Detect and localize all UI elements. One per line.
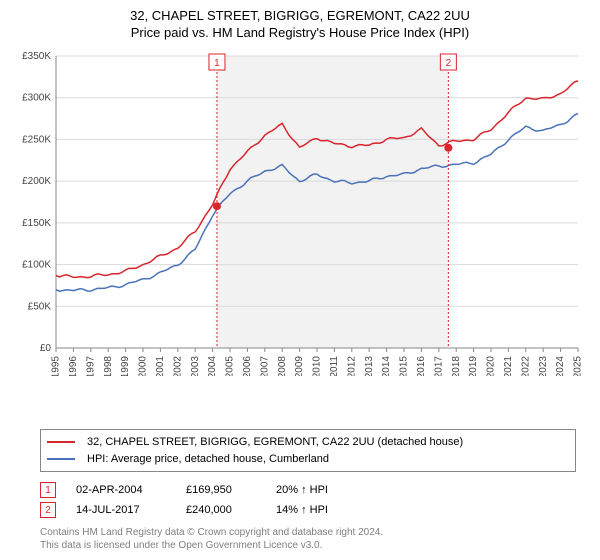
y-tick-label: £250K bbox=[22, 134, 51, 145]
txn-datapoint bbox=[213, 202, 221, 210]
x-tick-label: 2022 bbox=[520, 356, 531, 376]
x-tick-label: 2016 bbox=[416, 356, 427, 376]
title-block: 32, CHAPEL STREET, BIGRIGG, EGREMONT, CA… bbox=[10, 8, 590, 40]
y-tick-label: £150K bbox=[22, 218, 51, 229]
x-tick-label: 2023 bbox=[538, 356, 549, 376]
x-tick-label: 2009 bbox=[294, 356, 305, 376]
x-tick-label: 2006 bbox=[242, 356, 253, 376]
x-tick-label: 2014 bbox=[381, 356, 392, 376]
txn-hpi: 20% ↑ HPI bbox=[276, 484, 346, 496]
txn-badge: 1 bbox=[40, 482, 56, 498]
y-tick-label: £100K bbox=[22, 260, 51, 271]
x-tick-label: 2005 bbox=[225, 356, 236, 376]
x-tick-label: 1999 bbox=[120, 356, 131, 376]
x-tick-label: 2020 bbox=[486, 356, 497, 376]
x-tick-label: 2021 bbox=[503, 356, 514, 376]
x-tick-label: 2013 bbox=[364, 356, 375, 376]
x-tick-label: 2007 bbox=[259, 356, 270, 376]
txn-row: 1 02-APR-2004 £169,950 20% ↑ HPI bbox=[40, 482, 576, 498]
legend-swatch bbox=[47, 458, 75, 460]
legend-label: 32, CHAPEL STREET, BIGRIGG, EGREMONT, CA… bbox=[87, 434, 463, 451]
footer-line2: This data is licensed under the Open Gov… bbox=[40, 539, 576, 552]
x-tick-label: 2000 bbox=[138, 356, 149, 376]
legend-label: HPI: Average price, detached house, Cumb… bbox=[87, 451, 329, 468]
x-tick-label: 2019 bbox=[468, 356, 479, 376]
txn-row: 2 14-JUL-2017 £240,000 14% ↑ HPI bbox=[40, 502, 576, 518]
title-address: 32, CHAPEL STREET, BIGRIGG, EGREMONT, CA… bbox=[10, 8, 590, 23]
txn-datapoint bbox=[444, 144, 452, 152]
container: 32, CHAPEL STREET, BIGRIGG, EGREMONT, CA… bbox=[0, 0, 600, 560]
y-tick-label: £350K bbox=[22, 51, 51, 62]
x-tick-label: 2025 bbox=[573, 356, 584, 376]
txn-badge: 2 bbox=[40, 502, 56, 518]
title-subtitle: Price paid vs. HM Land Registry's House … bbox=[10, 25, 590, 40]
x-tick-label: 2008 bbox=[277, 356, 288, 376]
txn-date: 02-APR-2004 bbox=[76, 484, 166, 496]
x-tick-label: 2002 bbox=[172, 356, 183, 376]
x-tick-label: 2012 bbox=[346, 356, 357, 376]
x-tick-label: 1998 bbox=[103, 356, 114, 376]
x-tick-label: 2015 bbox=[399, 356, 410, 376]
y-tick-label: £300K bbox=[22, 93, 51, 104]
x-tick-label: 2010 bbox=[312, 356, 323, 376]
legend-row: HPI: Average price, detached house, Cumb… bbox=[47, 451, 569, 468]
x-tick-label: 2017 bbox=[433, 356, 444, 376]
txn-date: 14-JUL-2017 bbox=[76, 504, 166, 516]
legend-swatch bbox=[47, 441, 75, 443]
legend-row: 32, CHAPEL STREET, BIGRIGG, EGREMONT, CA… bbox=[47, 434, 569, 451]
chart-svg: £0 £50K £100K £150K £200K £250K £300K £350K 1995… bbox=[10, 46, 590, 376]
txn-price: £169,950 bbox=[186, 484, 256, 496]
txn-price: £240,000 bbox=[186, 504, 256, 516]
vertical-band bbox=[217, 56, 448, 348]
x-tick-label: 1996 bbox=[68, 356, 79, 376]
x-tick-label: 1997 bbox=[85, 356, 96, 376]
y-tick-label: £0 bbox=[40, 343, 52, 354]
x-tick-label: 1995 bbox=[51, 356, 62, 376]
legend: 32, CHAPEL STREET, BIGRIGG, EGREMONT, CA… bbox=[40, 429, 576, 472]
transaction-table: 1 02-APR-2004 £169,950 20% ↑ HPI 2 14-JUL-201… bbox=[40, 478, 576, 518]
txn-marker-number: 2 bbox=[446, 58, 452, 69]
footer: Contains HM Land Registry data © Crown c… bbox=[40, 526, 576, 552]
txn-hpi: 14% ↑ HPI bbox=[276, 504, 346, 516]
x-tick-label: 2004 bbox=[207, 356, 218, 376]
txn-marker-number: 1 bbox=[214, 58, 220, 69]
x-tick-label: 2024 bbox=[555, 356, 566, 376]
chart-area: £0 £50K £100K £150K £200K £250K £300K £350K 1995… bbox=[10, 46, 590, 423]
footer-line1: Contains HM Land Registry data © Crown c… bbox=[40, 526, 576, 539]
x-tick-label: 2011 bbox=[329, 356, 340, 376]
x-tick-label: 2001 bbox=[155, 356, 166, 376]
x-tick-label: 2003 bbox=[190, 356, 201, 376]
x-tick-label: 2018 bbox=[451, 356, 462, 376]
y-tick-label: £50K bbox=[28, 301, 52, 312]
y-tick-label: £200K bbox=[22, 176, 51, 187]
